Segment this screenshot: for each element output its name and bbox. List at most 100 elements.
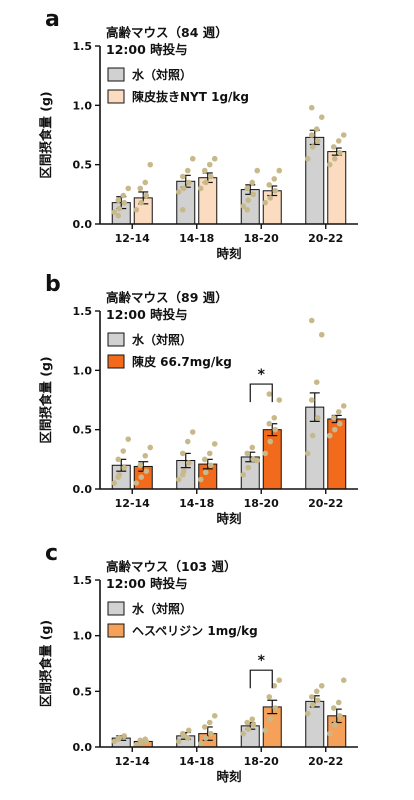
data-point	[180, 185, 187, 192]
data-point	[240, 730, 247, 737]
annotation-line: 12:00 時投与	[106, 576, 188, 591]
annotation-line: 高齢マウス（84 週）	[106, 25, 228, 40]
data-point	[189, 429, 196, 435]
y-tick-label: 0.0	[73, 218, 93, 231]
data-point	[206, 719, 213, 726]
legend-label: 陳皮抜きNYT 1g/kg	[132, 89, 249, 104]
data-point	[250, 721, 257, 728]
data-point	[206, 450, 213, 457]
data-point	[202, 179, 209, 186]
data-point	[271, 176, 278, 182]
data-point	[184, 735, 191, 741]
data-point	[125, 436, 132, 442]
data-point	[116, 205, 123, 212]
data-point	[254, 167, 261, 174]
x-tick-label: 20-22	[308, 497, 343, 510]
data-point	[175, 476, 182, 483]
data-point	[330, 415, 337, 421]
data-point	[211, 441, 218, 447]
data-point	[308, 694, 315, 700]
data-point	[309, 701, 316, 708]
data-point	[240, 203, 247, 209]
data-point	[304, 450, 311, 457]
annotation-line: 高齢マウス（89 週）	[106, 290, 228, 305]
data-point	[314, 415, 321, 421]
y-axis-label: 区間摂食量 (g)	[38, 91, 53, 178]
significance-bracket	[249, 383, 273, 403]
data-point	[125, 185, 132, 192]
data-point	[308, 104, 315, 111]
y-tick-label: 0.5	[73, 424, 93, 437]
x-tick-label: 14-18	[179, 497, 214, 510]
data-point	[326, 730, 333, 737]
y-axis-label: 区間摂食量 (g)	[38, 356, 53, 443]
significance-star: *	[258, 653, 266, 669]
data-point	[138, 474, 145, 480]
data-point	[331, 155, 338, 162]
legend-label: 陳皮 66.7mg/kg	[132, 354, 232, 369]
data-point	[137, 737, 144, 744]
data-point	[266, 182, 273, 188]
panel-label: a	[45, 7, 60, 32]
data-point	[133, 480, 140, 486]
panel-c: c 0.0 0.5 1.0 1.5 12-14 14-18 18-20 20-22 時刻 区間摂食量…	[38, 541, 358, 784]
significance-star: *	[258, 367, 266, 383]
data-point	[335, 409, 342, 415]
panel-label: b	[45, 272, 61, 297]
data-point	[115, 736, 122, 743]
data-point	[309, 432, 316, 439]
data-point	[245, 464, 252, 471]
x-tick-label: 14-18	[179, 232, 214, 245]
data-point	[313, 126, 320, 132]
data-point	[111, 209, 118, 215]
legend-label: ヘスペリジン 1mg/kg	[132, 624, 258, 638]
data-point	[197, 476, 204, 483]
x-tick-label: 20-22	[308, 755, 343, 768]
data-point	[115, 212, 122, 219]
data-point	[272, 187, 279, 194]
y-tick-label: 1.5	[73, 40, 93, 53]
y-tick-label: 0.5	[73, 159, 93, 172]
panel-label: c	[45, 541, 58, 566]
data-point	[121, 464, 128, 471]
data-point	[331, 721, 338, 728]
data-point	[335, 699, 342, 706]
y-tick-label: 0.0	[73, 741, 93, 754]
data-point	[266, 694, 273, 700]
data-point	[179, 471, 186, 478]
bar	[305, 700, 325, 748]
data-point	[207, 173, 214, 180]
data-point	[197, 740, 204, 747]
legend-label: 水（対照）	[132, 601, 192, 616]
data-point	[137, 462, 144, 469]
data-point	[262, 199, 269, 206]
data-point	[267, 438, 274, 445]
legend-swatch	[107, 601, 125, 616]
data-point	[262, 727, 269, 734]
data-point	[276, 397, 283, 403]
data-point	[267, 716, 274, 722]
x-axis-label: 時刻	[216, 511, 241, 526]
x-tick-label: 12-14	[115, 497, 151, 510]
data-point	[115, 197, 122, 204]
data-point	[318, 114, 325, 120]
data-point	[308, 132, 315, 138]
x-tick-label: 18-20	[244, 232, 280, 245]
data-point	[336, 420, 343, 427]
data-point	[272, 705, 279, 711]
data-point	[314, 697, 321, 704]
data-point	[250, 191, 257, 198]
data-point	[189, 155, 196, 162]
x-tick-label: 18-20	[244, 497, 280, 510]
data-point	[133, 206, 140, 213]
data-point	[197, 185, 204, 192]
data-point	[142, 736, 149, 743]
x-axis-label: 時刻	[216, 769, 241, 784]
data-point	[175, 738, 182, 745]
data-point	[272, 426, 279, 433]
data-point	[202, 469, 209, 476]
data-point	[211, 713, 218, 719]
data-point	[244, 206, 251, 213]
data-point	[133, 741, 140, 748]
data-point	[143, 192, 150, 199]
